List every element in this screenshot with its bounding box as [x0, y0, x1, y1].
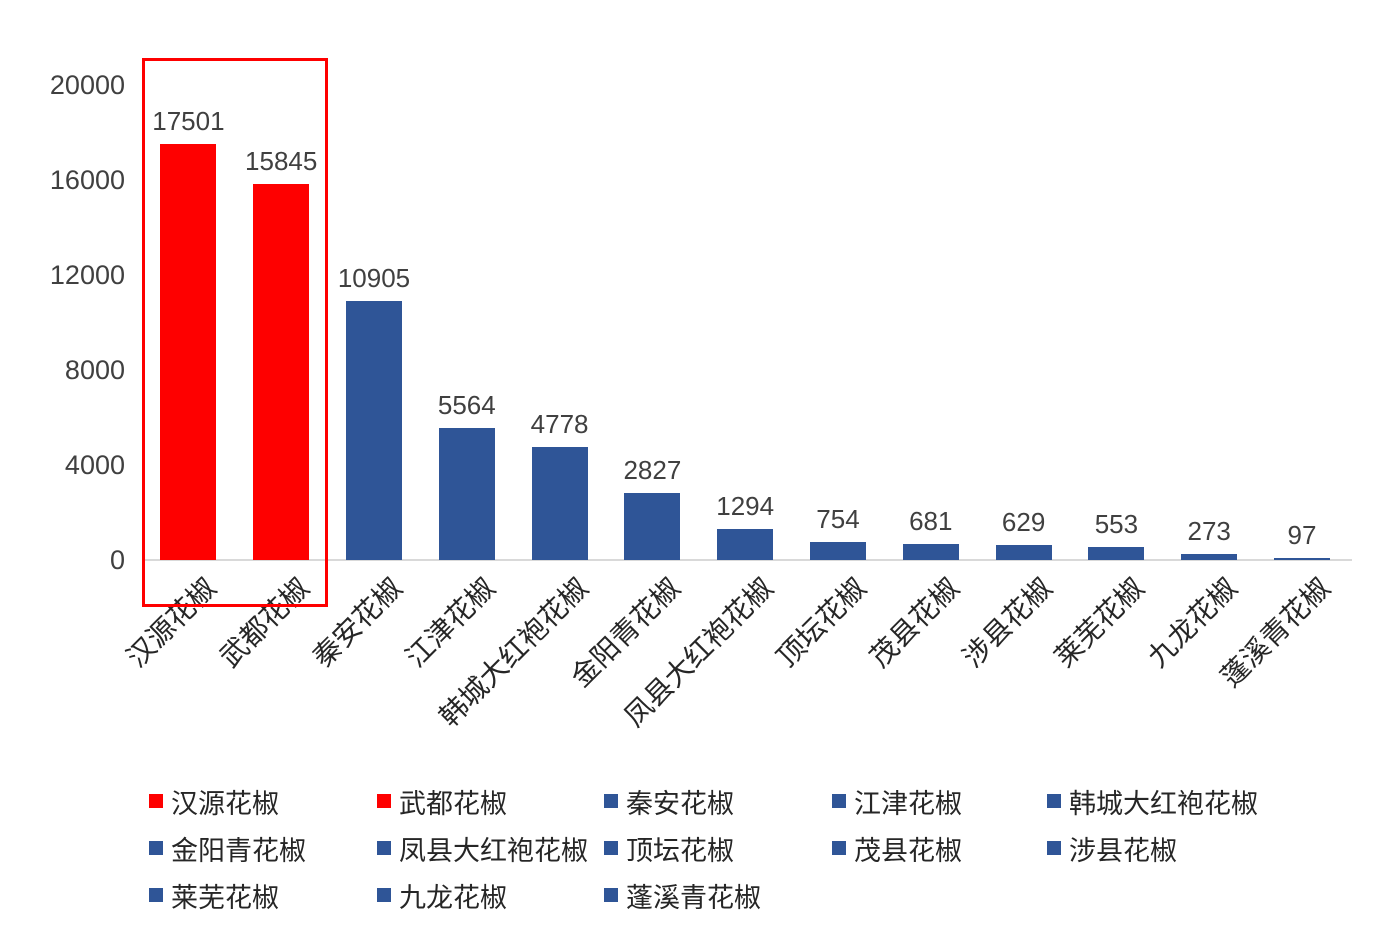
legend-swatch-icon [377, 841, 391, 855]
bar-江津花椒 [438, 427, 495, 560]
bar-蓬溪青花椒 [1274, 557, 1330, 560]
legend-label: 秦安花椒 [626, 788, 734, 819]
legend-swatch-icon [604, 888, 618, 902]
legend-label: 武都花椒 [399, 788, 507, 819]
legend-item-武都花椒: 武都花椒 [377, 786, 507, 819]
legend-label: 涉县花椒 [1069, 835, 1177, 866]
x-axis-tick-label: 茂县花椒 [863, 572, 965, 674]
bar-秦安花椒 [346, 301, 402, 560]
legend-swatch-icon [604, 841, 618, 855]
legend-item-涉县花椒: 涉县花椒 [1047, 833, 1177, 866]
bar-涉县花椒 [995, 545, 1052, 560]
legend-label: 凤县大红袍花椒 [399, 835, 588, 866]
legend-item-韩城大红袍花椒: 韩城大红袍花椒 [1047, 786, 1258, 819]
data-label: 2827 [623, 454, 682, 485]
legend-swatch-icon [832, 794, 846, 808]
data-label: 17501 [152, 106, 225, 137]
data-label: 1294 [716, 491, 775, 522]
legend-swatch-icon [604, 794, 618, 808]
legend-item-凤县大红袍花椒: 凤县大红袍花椒 [377, 833, 588, 866]
data-label: 273 [1187, 515, 1231, 546]
x-axis-tick-label: 莱芜花椒 [1049, 572, 1151, 674]
x-axis-line [142, 559, 1353, 561]
data-label: 4778 [530, 408, 589, 439]
legend-item-江津花椒: 江津花椒 [832, 786, 962, 819]
bar-顶坛花椒 [810, 542, 866, 560]
legend-swatch-icon [149, 841, 163, 855]
data-label: 5564 [437, 389, 496, 420]
data-label: 754 [816, 504, 860, 535]
data-label: 97 [1287, 519, 1317, 550]
legend-swatch-icon [149, 888, 163, 902]
bar-莱芜花椒 [1088, 546, 1145, 560]
x-axis-tick-label: 涉县花椒 [956, 572, 1058, 674]
y-axis-tick-label: 4000 [64, 450, 125, 480]
data-label: 15845 [245, 145, 318, 176]
legend-label: 九龙花椒 [399, 882, 507, 913]
bar-九龙花椒 [1181, 553, 1238, 560]
legend-swatch-icon [1047, 841, 1061, 855]
legend-label: 江津花椒 [854, 788, 962, 819]
legend-label: 韩城大红袍花椒 [1069, 788, 1258, 819]
bar-汉源花椒 [160, 144, 217, 560]
y-axis-tick-label: 20000 [49, 70, 125, 100]
legend-label: 莱芜花椒 [171, 882, 279, 913]
y-axis-tick-label: 0 [109, 545, 125, 575]
legend-swatch-icon [1047, 794, 1061, 808]
y-axis-tick-label: 8000 [64, 355, 125, 385]
legend-label: 茂县花椒 [854, 835, 962, 866]
legend-label: 顶坛花椒 [626, 835, 734, 866]
data-label: 10905 [337, 263, 411, 293]
legend-item-顶坛花椒: 顶坛花椒 [604, 833, 734, 866]
legend-item-九龙花椒: 九龙花椒 [377, 880, 507, 913]
legend-label: 金阳青花椒 [171, 835, 306, 866]
bar-金阳青花椒 [624, 492, 681, 560]
bar-武都花椒 [253, 183, 310, 560]
bar-凤县大红袍花椒 [717, 529, 774, 560]
highlight-box [142, 58, 328, 607]
x-axis-tick-label: 顶坛花椒 [770, 572, 872, 674]
y-axis-tick-label: 12000 [49, 260, 125, 290]
legend-swatch-icon [377, 794, 391, 808]
legend-item-蓬溪青花椒: 蓬溪青花椒 [604, 880, 761, 913]
bar-茂县花椒 [902, 543, 959, 560]
data-label: 629 [1001, 507, 1046, 538]
legend-item-莱芜花椒: 莱芜花椒 [149, 880, 279, 913]
legend-swatch-icon [377, 888, 391, 902]
bar-韩城大红袍花椒 [531, 446, 588, 560]
legend-swatch-icon [149, 794, 163, 808]
legend-item-秦安花椒: 秦安花椒 [604, 786, 734, 819]
legend-item-金阳青花椒: 金阳青花椒 [149, 833, 306, 866]
y-axis-tick-label: 16000 [49, 165, 125, 195]
legend-swatch-icon [832, 841, 846, 855]
legend-label: 蓬溪青花椒 [626, 882, 761, 913]
data-label: 553 [1094, 508, 1139, 539]
data-label: 681 [909, 505, 953, 536]
legend-label: 汉源花椒 [171, 788, 279, 819]
legend-item-汉源花椒: 汉源花椒 [149, 786, 279, 819]
legend-item-茂县花椒: 茂县花椒 [832, 833, 962, 866]
